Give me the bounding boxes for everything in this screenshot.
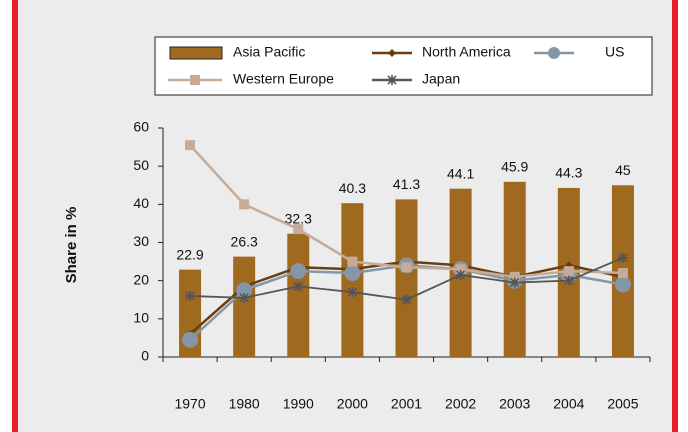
marker bbox=[185, 290, 196, 301]
marker bbox=[347, 256, 358, 267]
value-label: 45 bbox=[615, 162, 631, 178]
bar bbox=[503, 181, 526, 357]
y-tick-label: 20 bbox=[133, 271, 149, 287]
y-axis-label: Share in % bbox=[63, 207, 80, 284]
bar bbox=[287, 233, 310, 357]
marker bbox=[344, 265, 361, 282]
value-label: 26.3 bbox=[231, 233, 258, 249]
marker bbox=[293, 224, 304, 235]
left-border bbox=[12, 0, 18, 432]
marker bbox=[239, 292, 250, 303]
marker bbox=[388, 49, 396, 57]
legend-label: Japan bbox=[422, 71, 460, 87]
marker bbox=[182, 331, 199, 348]
value-label: 44.3 bbox=[555, 165, 582, 181]
bar bbox=[395, 199, 418, 357]
marker bbox=[401, 294, 412, 305]
x-tick-label: 2000 bbox=[337, 396, 368, 412]
marker bbox=[509, 277, 520, 288]
marker bbox=[239, 199, 250, 210]
marker bbox=[563, 275, 574, 286]
legend-swatch bbox=[169, 46, 223, 60]
value-label: 44.1 bbox=[447, 165, 474, 181]
legend-label: US bbox=[605, 44, 624, 60]
marker bbox=[387, 75, 397, 85]
y-tick-label: 40 bbox=[133, 195, 149, 211]
x-tick-label: 1990 bbox=[283, 396, 314, 412]
marker bbox=[617, 268, 628, 279]
value-label: 22.9 bbox=[176, 246, 203, 262]
marker bbox=[614, 276, 631, 293]
y-tick-label: 50 bbox=[133, 157, 149, 173]
x-tick-label: 2005 bbox=[607, 396, 638, 412]
x-tick-label: 2004 bbox=[553, 396, 584, 412]
y-tick-label: 60 bbox=[133, 119, 149, 135]
x-tick-label: 2002 bbox=[445, 396, 476, 412]
x-tick-label: 1970 bbox=[174, 396, 205, 412]
x-tick-label: 1980 bbox=[229, 396, 260, 412]
legend-label: North America bbox=[422, 44, 511, 60]
marker bbox=[455, 264, 466, 275]
marker bbox=[455, 269, 466, 280]
marker bbox=[190, 75, 200, 85]
marker bbox=[290, 263, 307, 280]
x-tick-label: 2001 bbox=[391, 396, 422, 412]
legend-label: Asia Pacific bbox=[233, 44, 305, 60]
y-tick-label: 30 bbox=[133, 233, 149, 249]
x-tick-label: 2003 bbox=[499, 396, 530, 412]
marker bbox=[509, 271, 520, 282]
right-border bbox=[672, 0, 678, 432]
marker bbox=[185, 140, 196, 151]
marker bbox=[293, 281, 304, 292]
value-label: 45.9 bbox=[501, 159, 528, 175]
marker bbox=[347, 287, 358, 298]
marker bbox=[401, 262, 412, 273]
value-label: 40.3 bbox=[339, 180, 366, 196]
marker bbox=[617, 252, 628, 263]
marker bbox=[548, 47, 560, 59]
bar bbox=[233, 256, 256, 357]
legend-label: Western Europe bbox=[233, 71, 334, 87]
legend-box bbox=[154, 36, 653, 96]
value-label: 41.3 bbox=[393, 176, 420, 192]
y-tick-label: 10 bbox=[133, 310, 149, 326]
y-tick-label: 0 bbox=[141, 348, 149, 364]
marker bbox=[563, 266, 574, 277]
value-label: 32.3 bbox=[285, 210, 312, 226]
